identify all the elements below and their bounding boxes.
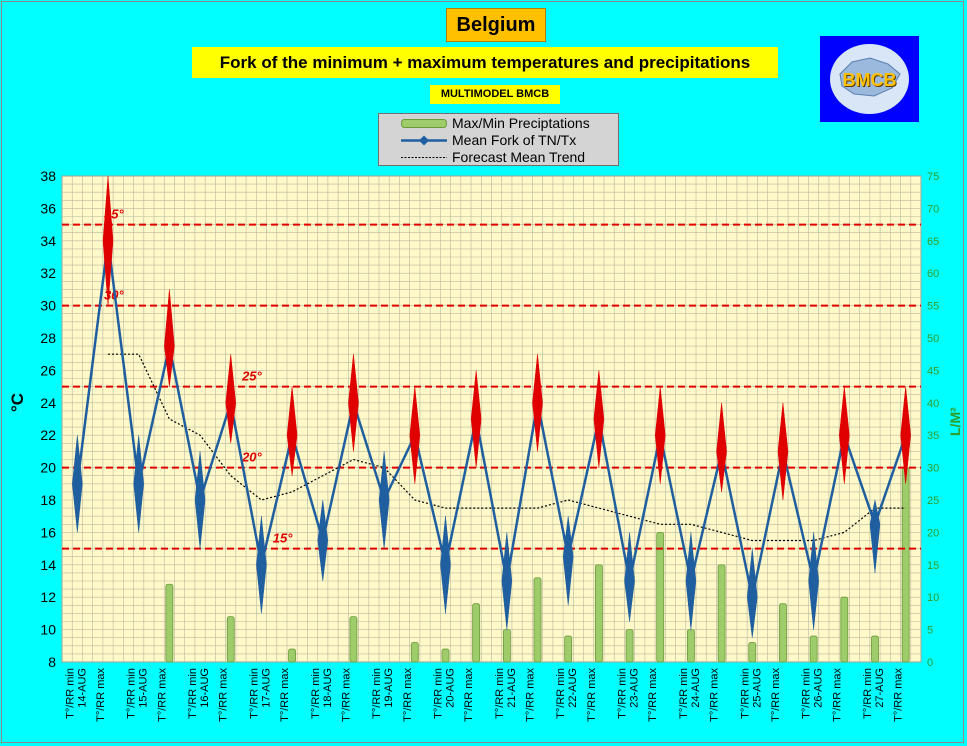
y-axis-label-right: L/M² [947,407,963,436]
legend-item-trend: Forecast Mean Trend [379,149,618,166]
chart-subtitle: Fork of the minimum + maximum temperatur… [192,47,778,78]
y-axis-label: °C [8,392,27,412]
chart-title: Belgium [446,8,546,42]
logo-map-icon: BMCB [830,44,909,114]
model-label: MULTIMODEL BMCB [430,85,560,104]
bmcb-logo: BMCB [820,36,919,122]
legend-label: Mean Fork of TN/Tx [452,132,577,148]
logo-text: BMCB [842,70,897,90]
legend-item-mean-fork: Mean Fork of TN/Tx [379,132,618,149]
legend-label: Forecast Mean Trend [452,149,586,165]
chart-legend: Max/Min Preciptations Mean Fork of TN/Tx… [378,113,619,166]
legend-item-precip: Max/Min Preciptations [379,115,618,132]
legend-label: Max/Min Preciptations [452,115,590,131]
